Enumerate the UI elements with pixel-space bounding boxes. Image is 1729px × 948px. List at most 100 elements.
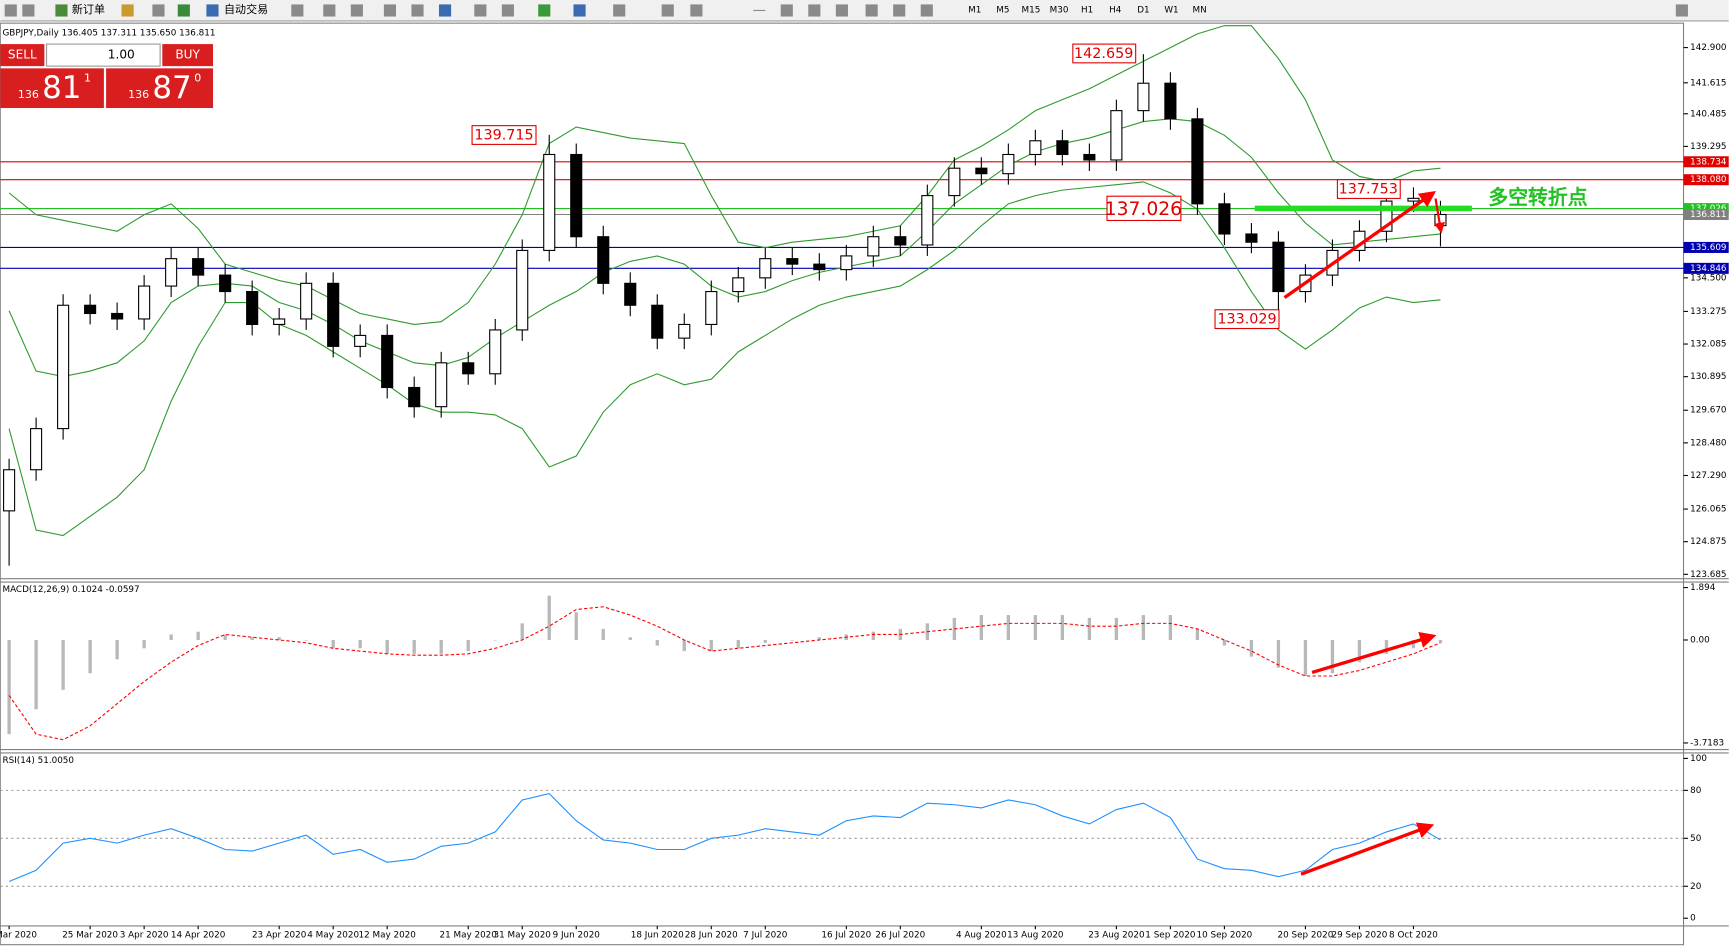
sell-button[interactable] (0, 44, 45, 67)
macd-bar (817, 637, 821, 640)
macd-bar (520, 623, 524, 640)
timeframe-button[interactable]: M15 (1022, 5, 1041, 15)
icon[interactable] (661, 4, 674, 17)
macd-bar (1303, 639, 1308, 676)
icon[interactable] (439, 4, 452, 17)
sell-label[interactable]: SELL (8, 48, 37, 62)
icon[interactable] (865, 4, 878, 17)
icon[interactable] (177, 4, 190, 17)
x-tick-label: 21 May 2020 (440, 930, 498, 940)
icon[interactable] (152, 4, 165, 17)
macd-bar (736, 639, 740, 649)
annotation: 137.753 (1339, 182, 1398, 198)
price-label: 136.811 (1690, 210, 1726, 220)
candle-body (1407, 197, 1420, 202)
x-tick-label: 18 Jun 2020 (631, 930, 684, 940)
candle-body (30, 428, 43, 471)
timeframe-button[interactable]: M5 (996, 5, 1009, 15)
macd-bar (466, 639, 470, 652)
macd-bar (1006, 615, 1011, 640)
buy-price-box[interactable] (106, 68, 214, 109)
candle-body (1164, 82, 1177, 120)
timeframe-button[interactable]: H4 (1109, 5, 1122, 15)
icon[interactable] (383, 4, 397, 17)
timeframe-button[interactable]: MN (1193, 5, 1207, 15)
icon[interactable] (753, 9, 766, 12)
icon[interactable] (808, 4, 821, 17)
macd-bar (1222, 639, 1227, 646)
price-label: 134.846 (1690, 264, 1727, 274)
price-label: 138.734 (1690, 157, 1727, 167)
y-tick-label: 80 (1690, 786, 1702, 796)
lot-input[interactable] (46, 43, 161, 67)
icon[interactable] (474, 4, 487, 17)
x-tick-label: 1 Sep 2020 (1145, 930, 1196, 940)
toolbar-button[interactable]: 新订单 (72, 2, 105, 16)
y-tick-label: 124.875 (1690, 537, 1726, 547)
macd-bar (493, 639, 497, 641)
toolbar-button[interactable]: 自动交易 (224, 2, 268, 16)
trend-arrow (1311, 631, 1437, 675)
trend-arrow (1434, 198, 1446, 234)
icon[interactable] (4, 4, 17, 17)
buy-price-prefix: 136 (128, 88, 149, 101)
macd-signal (8, 606, 1441, 741)
sell-price-box[interactable] (0, 68, 104, 109)
icon[interactable] (613, 4, 626, 17)
macd-bar (1114, 617, 1119, 640)
icon[interactable] (1675, 4, 1688, 17)
macd-bar (1033, 615, 1038, 640)
timeframe-button[interactable]: W1 (1164, 5, 1178, 15)
candle-body (1110, 110, 1123, 161)
macd-bar (7, 639, 11, 735)
icon[interactable] (573, 4, 586, 17)
icon[interactable] (55, 4, 68, 17)
macd-bar (628, 637, 632, 640)
buy-button[interactable] (162, 44, 214, 67)
candle-body (759, 258, 772, 279)
candle-body (57, 304, 70, 430)
icon[interactable] (920, 4, 933, 17)
macd-bar (601, 628, 605, 640)
macd-bar (979, 615, 983, 640)
buy-label[interactable]: BUY (175, 48, 200, 62)
macd-bar (61, 639, 65, 690)
macd-bar (1087, 617, 1092, 640)
candle-body (300, 282, 313, 320)
timeframe-button[interactable]: M1 (968, 5, 981, 15)
icon[interactable] (893, 4, 906, 17)
timeframe-button[interactable]: H1 (1081, 5, 1093, 15)
y-tick-label: 141.615 (1690, 78, 1726, 88)
candle-body (3, 469, 16, 512)
icon[interactable] (121, 4, 134, 17)
icon[interactable] (835, 4, 848, 17)
candle-body (84, 304, 97, 315)
price-label-bg (1683, 156, 1729, 168)
icon[interactable] (411, 4, 424, 17)
macd-bar (763, 639, 767, 643)
lot-value[interactable]: 1.00 (108, 48, 135, 62)
icon[interactable] (690, 4, 703, 17)
icon[interactable] (291, 4, 304, 17)
icon[interactable] (350, 4, 363, 17)
y-tick-label: 0.00 (1690, 635, 1710, 645)
timeframes: M1 M5 M15 M30 H1 H4 D1 W1 MN (968, 5, 1207, 15)
icon[interactable] (206, 4, 219, 17)
y-tick-label: 100 (1690, 754, 1707, 764)
chart-title: GBPJPY,Daily 136.405 137.311 135.650 136… (2, 29, 215, 39)
candle-body (786, 258, 799, 265)
timeframe-button[interactable]: D1 (1137, 5, 1149, 15)
annotation: 139.715 (474, 128, 533, 144)
icon[interactable] (323, 4, 336, 17)
x-tick-label: 14 Apr 2020 (171, 930, 226, 940)
timeframe-button[interactable]: M30 (1050, 5, 1069, 15)
icon[interactable] (538, 4, 551, 17)
candle-body (462, 362, 475, 375)
icon[interactable] (780, 4, 793, 17)
icon[interactable] (22, 4, 35, 17)
icon[interactable] (501, 4, 514, 17)
macd-bar (1411, 639, 1416, 649)
annotations: 142.659 139.715 137.753 137.026 133.029 … (471, 43, 1588, 876)
y-tick-label: 0 (1690, 914, 1696, 924)
candle-body (381, 334, 394, 389)
